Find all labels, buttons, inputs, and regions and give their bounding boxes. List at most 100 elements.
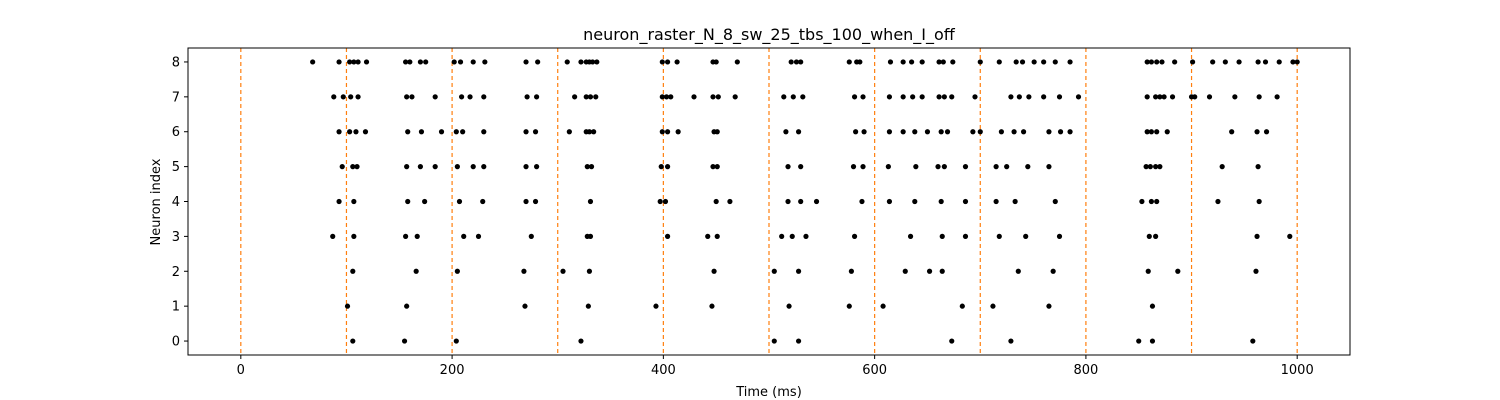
spike-point: [664, 233, 671, 239]
spike-point: [355, 94, 361, 100]
spike-point: [1143, 164, 1149, 170]
spike-point: [846, 303, 852, 309]
spike-point: [523, 59, 529, 65]
spike-point: [418, 129, 425, 135]
y-tick-label: 8: [172, 55, 180, 70]
spike-point: [1263, 129, 1270, 135]
spike-point: [938, 198, 944, 205]
spike-point: [779, 233, 785, 239]
spike-point: [336, 129, 342, 135]
spike-point: [401, 338, 408, 344]
spike-point: [653, 303, 659, 309]
plot-frame: [187, 47, 1351, 356]
spike-point: [336, 198, 342, 205]
spike-point: [454, 268, 460, 274]
y-axis: 0 1 2 3 4 5 6 7 8: [172, 55, 188, 350]
spike-point: [348, 94, 354, 100]
spike-point: [355, 59, 361, 65]
reference-lines: [240, 48, 1298, 355]
spike-point: [587, 198, 594, 205]
spike-point: [846, 59, 852, 65]
spike-point: [1056, 94, 1063, 100]
spike-point: [936, 94, 942, 100]
spike-point: [461, 233, 467, 239]
spike-point: [1145, 268, 1151, 274]
spike-point: [566, 129, 572, 135]
spike-point: [1144, 59, 1150, 65]
spike-point: [715, 94, 721, 100]
spike-point: [1222, 59, 1228, 65]
x-tick-label: 600: [862, 363, 887, 378]
spike-point: [990, 303, 996, 309]
spike-point: [734, 59, 740, 65]
spike-point: [938, 129, 944, 135]
spike-point: [1012, 198, 1018, 205]
spike-point: [705, 233, 711, 239]
spike-point: [351, 233, 357, 239]
spike-point: [458, 94, 465, 100]
spike-point: [1172, 59, 1178, 65]
spike-point: [350, 338, 356, 344]
spike-point: [1149, 338, 1156, 344]
spike-point: [560, 268, 566, 274]
spike-point: [941, 94, 947, 100]
spike-point: [907, 233, 914, 239]
spike-point: [1025, 164, 1031, 170]
spike-point: [880, 303, 886, 309]
spike-point: [1294, 59, 1300, 65]
spike-point: [1169, 94, 1176, 100]
spike-point: [659, 94, 665, 100]
spike-point: [1050, 268, 1056, 274]
spike-point: [1157, 164, 1163, 170]
spike-point: [675, 129, 681, 135]
spike-point: [919, 59, 925, 65]
spike-point: [1149, 303, 1156, 309]
spike-point: [1056, 233, 1063, 239]
spike-point: [709, 303, 715, 309]
spike-point: [886, 94, 893, 100]
spike-point: [1154, 198, 1160, 205]
y-tick-label: 3: [172, 230, 180, 245]
spike-point: [432, 94, 438, 100]
spike-point: [962, 198, 969, 205]
spike-point: [523, 164, 529, 170]
spike-point: [583, 94, 589, 100]
spike-point: [860, 164, 866, 170]
spike-point: [1254, 129, 1260, 135]
spike-point: [939, 233, 945, 239]
x-axis-label: Time (ms): [735, 385, 802, 400]
spike-point: [1052, 198, 1058, 205]
y-tick-label: 0: [172, 335, 180, 350]
spike-point: [482, 59, 488, 65]
spike-point: [1250, 338, 1256, 344]
spike-point: [1031, 59, 1037, 65]
y-tick-label: 7: [172, 90, 180, 105]
spike-point: [885, 164, 891, 170]
spike-point: [1139, 198, 1145, 205]
spike-point: [564, 59, 570, 65]
spike-point: [1004, 164, 1010, 170]
spike-point: [481, 94, 487, 100]
spike-point: [1274, 94, 1280, 100]
spike-point: [798, 198, 804, 205]
spike-point: [460, 129, 466, 135]
spike-point: [993, 164, 999, 170]
spike-point: [962, 164, 969, 170]
spike-point: [668, 94, 674, 100]
spike-point: [664, 59, 671, 65]
spike-point: [1290, 59, 1296, 65]
spike-point: [534, 94, 540, 100]
spike-point: [347, 59, 353, 65]
spike-point: [588, 164, 595, 170]
spike-point: [800, 94, 806, 100]
spike-point: [1161, 94, 1167, 100]
spike-point: [331, 94, 337, 100]
spike-point: [409, 94, 415, 100]
y-axis-label: Neuron index: [149, 158, 164, 245]
y-tick-label: 5: [172, 160, 180, 175]
spike-point: [1236, 59, 1242, 65]
spike-point: [405, 198, 411, 205]
spike-point: [970, 129, 976, 135]
spike-point: [347, 129, 353, 135]
spike-point: [664, 129, 671, 135]
